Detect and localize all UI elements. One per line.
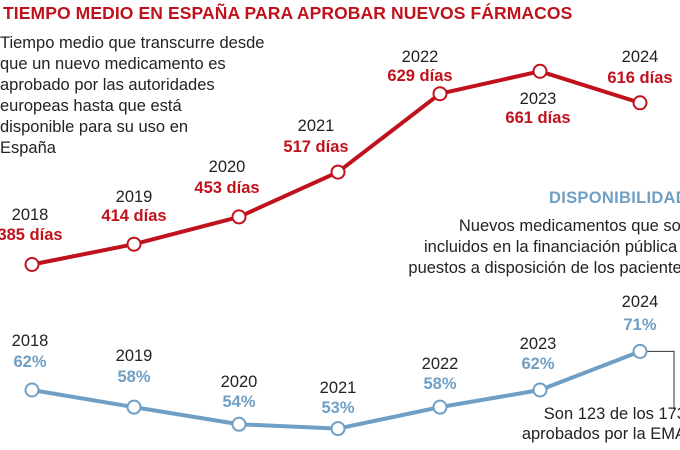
percent-year-label: 2023 (520, 335, 557, 353)
note-line: Son 123 de los 173 (543, 405, 680, 423)
description-line: que un nuevo medicamento es (0, 55, 226, 73)
days-data-label: 385 días (0, 226, 63, 244)
availability-title: DISPONIBILIDAD (549, 189, 680, 207)
description-line: disponible para su uso en (0, 118, 189, 136)
days-point-2021 (330, 164, 346, 180)
days-data-label: 414 días (101, 207, 166, 225)
days-year-label: 2020 (209, 158, 246, 176)
days-point-2024 (632, 95, 648, 111)
days-point-2020 (231, 209, 247, 225)
days-year-label: 2022 (402, 48, 439, 66)
percent-year-label: 2019 (116, 347, 153, 365)
days-point-2022 (432, 86, 448, 102)
availability-note: Son 123 de los 173 aprobados por la EMA (486, 404, 680, 444)
days-point-2023 (532, 63, 548, 79)
days-data-label: 661 días (505, 109, 570, 127)
days-year-label: 2019 (116, 188, 153, 206)
days-year-label: 2023 (520, 90, 557, 108)
note-line: aprobados por la EMA (521, 425, 680, 443)
description-line: europeas hasta que está (0, 97, 182, 115)
description-line: incluidos en la financiación pública y (424, 238, 680, 256)
percent-year-label: 2020 (221, 373, 258, 391)
percent-point-2024 (632, 343, 648, 359)
percent-year-label: 2022 (422, 355, 459, 373)
percent-data-label: 71% (623, 316, 656, 334)
chart-description: Tiempo medio que transcurre desde que un… (0, 33, 320, 159)
percent-point-2020 (231, 416, 247, 432)
percent-year-label: 2024 (622, 293, 659, 311)
description-line: aprobado por las autoridades (0, 76, 215, 94)
days-data-label: 616 días (607, 69, 672, 87)
days-data-label: 453 días (194, 179, 259, 197)
note-connector-line (640, 350, 675, 410)
percent-year-label: 2021 (320, 379, 357, 397)
days-year-label: 2018 (12, 206, 49, 224)
percent-data-label: 53% (321, 399, 354, 417)
days-point-2018 (24, 257, 40, 272)
percent-point-2023 (532, 382, 548, 398)
availability-description: Nuevos medicamentos que son incluidos en… (330, 216, 680, 279)
percent-data-label: 58% (423, 375, 456, 393)
percent-point-2021 (330, 421, 346, 437)
days-data-label: 629 días (387, 67, 452, 85)
percent-data-label: 54% (222, 393, 255, 411)
percent-point-2018 (24, 382, 40, 398)
chart-title: TIEMPO MEDIO EN ESPAÑA PARA APROBAR NUEV… (3, 3, 573, 23)
description-line: España (0, 139, 56, 157)
description-line: puestos a disposición de los pacientes (408, 259, 680, 277)
percent-data-label: 58% (117, 368, 150, 386)
days-point-2019 (126, 236, 142, 252)
percent-data-label: 62% (521, 355, 554, 373)
days-year-label: 2021 (298, 117, 335, 135)
percent-year-label: 2018 (12, 332, 49, 350)
description-line: Tiempo medio que transcurre desde (0, 34, 265, 52)
percent-point-2019 (126, 399, 142, 415)
percent-data-label: 62% (13, 353, 46, 371)
description-line: Nuevos medicamentos que son (458, 217, 680, 235)
days-year-label: 2024 (622, 48, 659, 66)
days-data-label: 517 días (283, 138, 348, 156)
percent-point-2022 (432, 399, 448, 415)
